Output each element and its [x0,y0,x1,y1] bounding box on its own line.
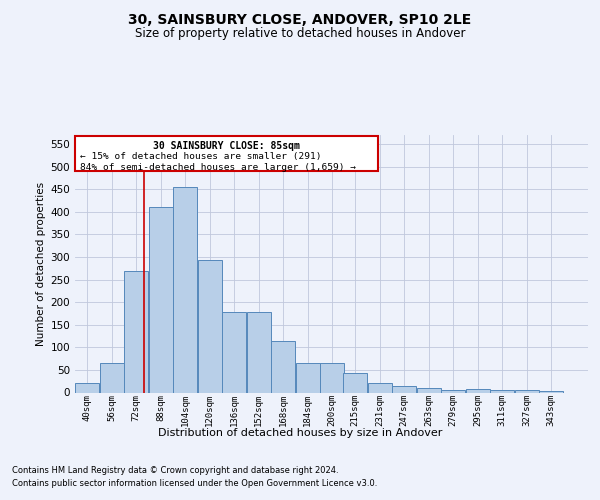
FancyBboxPatch shape [75,136,378,171]
Bar [442,390,465,392]
Bar [100,363,124,392]
Y-axis label: Number of detached properties: Number of detached properties [36,182,46,346]
Bar [392,386,416,392]
Text: Contains HM Land Registry data © Crown copyright and database right 2024.: Contains HM Land Registry data © Crown c… [12,466,338,475]
Bar [368,382,392,392]
Bar [198,260,221,392]
Text: 30, SAINSBURY CLOSE, ANDOVER, SP10 2LE: 30, SAINSBURY CLOSE, ANDOVER, SP10 2LE [128,12,472,26]
Bar [271,342,295,392]
Bar [149,208,173,392]
Text: 84% of semi-detached houses are larger (1,659) →: 84% of semi-detached houses are larger (… [80,163,356,172]
Text: Distribution of detached houses by size in Andover: Distribution of detached houses by size … [158,428,442,438]
Bar [173,187,197,392]
Text: Contains public sector information licensed under the Open Government Licence v3: Contains public sector information licen… [12,479,377,488]
Bar [223,312,246,392]
Bar [296,363,320,392]
Bar [343,372,367,392]
Bar [490,390,514,392]
Bar [124,270,148,392]
Bar [76,382,99,392]
Bar [417,388,440,392]
Bar [247,312,271,392]
Text: Size of property relative to detached houses in Andover: Size of property relative to detached ho… [135,28,465,40]
Bar [515,390,539,392]
Bar [320,363,344,392]
Bar [539,390,563,392]
Text: ← 15% of detached houses are smaller (291): ← 15% of detached houses are smaller (29… [80,152,322,161]
Text: 30 SAINSBURY CLOSE: 85sqm: 30 SAINSBURY CLOSE: 85sqm [153,141,300,151]
Bar [466,390,490,392]
